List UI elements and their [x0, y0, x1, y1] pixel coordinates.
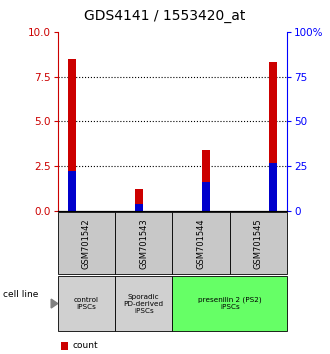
Bar [202, 150, 210, 211]
Text: GSM701544: GSM701544 [197, 218, 206, 269]
Bar [269, 62, 277, 211]
Text: GSM701543: GSM701543 [139, 218, 148, 269]
Text: GSM701542: GSM701542 [82, 218, 91, 269]
Bar [202, 182, 210, 211]
Text: GSM701545: GSM701545 [254, 218, 263, 269]
Text: Sporadic
PD-derived
iPSCs: Sporadic PD-derived iPSCs [124, 293, 164, 314]
Bar [269, 163, 277, 211]
Bar [135, 189, 143, 211]
Text: count: count [73, 341, 98, 350]
Text: GDS4141 / 1553420_at: GDS4141 / 1553420_at [84, 9, 246, 23]
Text: presenilin 2 (PS2)
iPSCs: presenilin 2 (PS2) iPSCs [198, 297, 262, 310]
Text: control
IPSCs: control IPSCs [74, 297, 99, 310]
Bar [68, 59, 76, 211]
Text: cell line: cell line [3, 290, 39, 299]
Bar [68, 171, 76, 211]
Bar [135, 204, 143, 211]
